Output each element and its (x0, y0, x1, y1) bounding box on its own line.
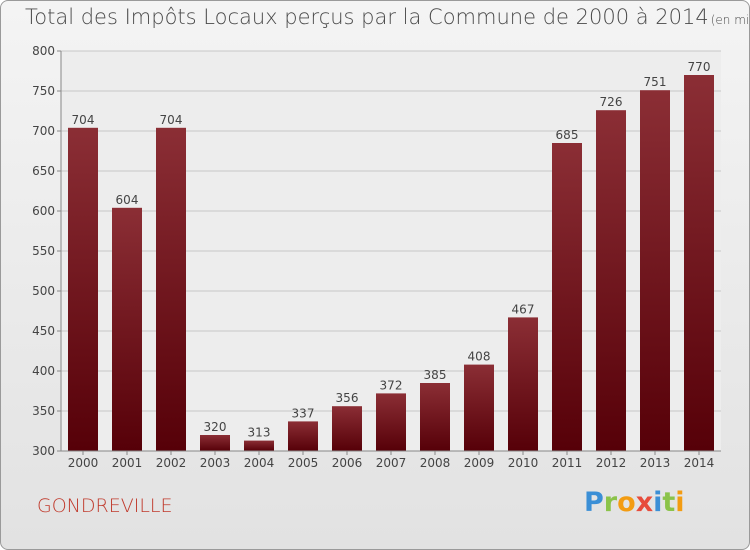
logo-letter: r (603, 487, 618, 518)
bar (156, 127, 186, 452)
chart-title-unit: (en milliers d'€) (710, 13, 750, 27)
data-label: 408 (468, 350, 491, 364)
logo-letter: i (675, 487, 685, 518)
data-label: 726 (600, 95, 623, 109)
x-tick-label: 2000 (68, 456, 99, 470)
x-tick-label: 2014 (684, 456, 715, 470)
proxiti-logo: Proxiti (584, 487, 685, 518)
data-label: 467 (512, 302, 535, 316)
x-tick-label: 2002 (156, 456, 187, 470)
data-label: 685 (556, 128, 579, 142)
bar (68, 127, 98, 452)
bar (288, 421, 318, 451)
data-label: 770 (688, 60, 711, 74)
x-tick-label: 2010 (508, 456, 539, 470)
logo-letter: P (584, 487, 604, 518)
chart-title: Total des Impôts Locaux perçus par la Co… (25, 5, 750, 29)
y-tick-label: 600 (32, 204, 55, 218)
bar (684, 75, 714, 451)
x-tick-label: 2011 (552, 456, 583, 470)
data-label: 751 (644, 75, 667, 89)
x-tick-label: 2012 (596, 456, 627, 470)
x-tick-label: 2005 (288, 456, 319, 470)
y-tick-label: 300 (32, 444, 55, 458)
bar (376, 393, 406, 451)
data-label: 320 (204, 420, 227, 434)
bar (596, 110, 626, 451)
data-label: 385 (424, 368, 447, 382)
data-label: 704 (160, 113, 183, 127)
x-tick-label: 2009 (464, 456, 495, 470)
y-tick-label: 400 (32, 364, 55, 378)
x-tick-label: 2004 (244, 456, 275, 470)
x-tick-label: 2001 (112, 456, 143, 470)
chart-title-text: Total des Impôts Locaux perçus par la Co… (25, 5, 709, 29)
y-tick-label: 750 (32, 84, 55, 98)
bar (508, 317, 538, 451)
bar (244, 440, 274, 451)
y-tick-label: 550 (32, 244, 55, 258)
bar (112, 207, 142, 451)
bar (464, 364, 494, 451)
x-tick-label: 2003 (200, 456, 231, 470)
x-tick-label: 2006 (332, 456, 363, 470)
x-tick-label: 2008 (420, 456, 451, 470)
x-tick-label: 2007 (376, 456, 407, 470)
x-tick-label: 2013 (640, 456, 671, 470)
bar (420, 383, 450, 451)
data-label: 604 (116, 193, 139, 207)
y-tick-label: 500 (32, 284, 55, 298)
data-label: 313 (248, 426, 271, 440)
data-label: 356 (336, 391, 359, 405)
data-label: 372 (380, 378, 403, 392)
y-tick-label: 700 (32, 124, 55, 138)
bar (552, 143, 582, 451)
y-tick-label: 450 (32, 324, 55, 338)
y-tick-label: 350 (32, 404, 55, 418)
logo-letter: t (662, 487, 676, 518)
data-label: 704 (72, 113, 95, 127)
y-tick-label: 650 (32, 164, 55, 178)
bar (640, 90, 670, 451)
y-tick-label: 800 (32, 44, 55, 58)
data-label: 337 (292, 406, 315, 420)
bar (332, 406, 362, 451)
bar (200, 435, 230, 451)
logo-letter: x (635, 487, 654, 518)
logo-letter: i (653, 487, 663, 518)
logo-letter: o (617, 487, 636, 518)
commune-name: GONDREVILLE (37, 495, 173, 517)
